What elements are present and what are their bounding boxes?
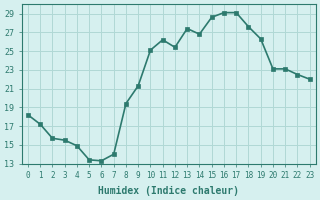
X-axis label: Humidex (Indice chaleur): Humidex (Indice chaleur) [98,186,239,196]
